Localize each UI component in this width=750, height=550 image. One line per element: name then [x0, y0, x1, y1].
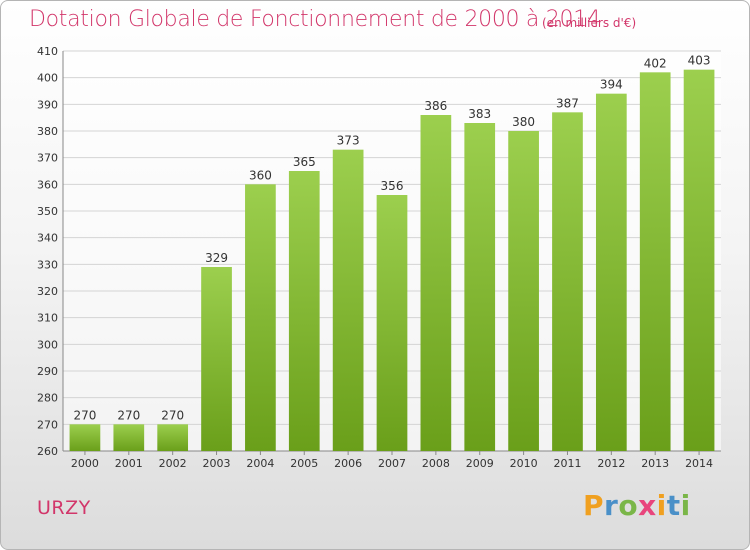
commune-name: URZY	[37, 497, 91, 519]
y-tick-label: 410	[37, 45, 58, 58]
x-tick-label: 2001	[115, 457, 143, 470]
logo-letter: P	[583, 489, 605, 522]
x-tick-label: 2014	[685, 457, 713, 470]
x-tick-label: 2010	[510, 457, 538, 470]
data-label: 386	[424, 99, 447, 113]
x-tick-label: 2006	[334, 457, 362, 470]
y-tick-label: 400	[37, 72, 58, 85]
x-tick-label: 2002	[159, 457, 187, 470]
y-tick-label: 320	[37, 285, 58, 298]
data-label: 270	[117, 408, 140, 422]
data-label: 403	[688, 54, 711, 68]
proxiti-logo: Proxiti	[583, 489, 691, 522]
x-tick-label: 2008	[422, 457, 450, 470]
logo-letter: t	[666, 489, 681, 522]
x-tick-label: 2011	[553, 457, 581, 470]
logo-letter: o	[618, 489, 639, 522]
y-tick-label: 380	[37, 125, 58, 138]
y-tick-label: 270	[37, 418, 58, 431]
bar	[245, 184, 276, 452]
logo-letter: i	[656, 489, 667, 522]
data-label: 402	[644, 56, 667, 70]
x-tick-label: 2000	[71, 457, 99, 470]
x-tick-label: 2007	[378, 457, 406, 470]
bar	[464, 123, 496, 451]
x-tick-label: 2012	[597, 457, 625, 470]
data-label: 360	[249, 168, 272, 182]
logo-letter: x	[638, 489, 657, 522]
data-label: 270	[161, 408, 184, 422]
y-tick-label: 260	[37, 445, 58, 458]
x-tick-label: 2003	[203, 457, 231, 470]
x-tick-label: 2005	[290, 457, 318, 470]
y-tick-label: 370	[37, 152, 58, 165]
bar	[508, 131, 539, 451]
bar	[113, 424, 145, 451]
data-label: 270	[73, 408, 96, 422]
bar	[552, 112, 583, 451]
y-tick-label: 350	[37, 205, 58, 218]
chart-subtitle: (en milliers d'€)	[542, 16, 637, 30]
logo-letter: i	[680, 489, 691, 522]
logo-letter: r	[604, 489, 619, 522]
y-tick-label: 310	[37, 312, 58, 325]
bar	[201, 267, 232, 451]
bar	[595, 93, 627, 452]
data-label: 373	[337, 134, 360, 148]
bar	[639, 72, 671, 451]
y-tick-label: 330	[37, 258, 58, 271]
bar	[683, 69, 715, 452]
bar	[332, 149, 364, 451]
chart-title: Dotation Globale de Fonctionnement de 20…	[29, 7, 601, 32]
bar	[376, 195, 408, 451]
bar	[288, 171, 320, 451]
data-label: 383	[468, 107, 491, 121]
x-tick-label: 2013	[641, 457, 669, 470]
y-tick-label: 340	[37, 232, 58, 245]
data-label: 365	[293, 155, 316, 169]
y-tick-label: 390	[37, 98, 58, 111]
bar	[420, 115, 452, 451]
y-tick-label: 290	[37, 365, 58, 378]
y-tick-label: 280	[37, 392, 58, 405]
x-tick-label: 2009	[466, 457, 494, 470]
bar	[157, 424, 189, 451]
data-label: 387	[556, 96, 579, 110]
y-tick-label: 300	[37, 338, 58, 351]
x-tick-label: 2004	[246, 457, 274, 470]
data-label: 394	[600, 78, 623, 92]
y-tick-label: 360	[37, 178, 58, 191]
data-label: 329	[205, 251, 228, 265]
data-label: 380	[512, 115, 535, 129]
data-label: 356	[381, 179, 404, 193]
bar	[69, 424, 101, 451]
